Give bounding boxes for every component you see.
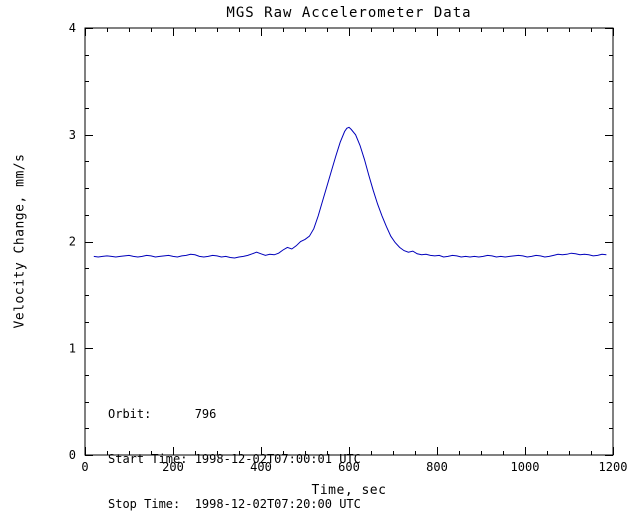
annotation-orbit: Orbit: 796 [108,407,217,421]
y-tick-label: 3 [69,128,76,142]
x-tick-label: 0 [81,460,88,474]
annotation-start-time: Start Time: 1998-12-02T07:00:01 UTC [108,452,361,466]
annotations-block: Orbit: 796 Start Time: 1998-12-02T07:00:… [108,377,361,512]
x-tick-label: 800 [426,460,448,474]
x-tick-label: 200 [162,460,184,474]
y-tick-label: 0 [69,448,76,462]
y-tick-label: 2 [69,235,76,249]
data-line [93,126,607,259]
x-tick-label: 400 [250,460,272,474]
x-tick-label: 600 [338,460,360,474]
data-series-group [93,126,607,259]
y-tick-label: 1 [69,341,76,355]
x-axis-label: Time, sec [311,483,387,498]
axes-group [84,27,614,456]
tick-labels-group: 0 200 400 600 800 1000 1200 0 1 2 3 4 [69,21,628,474]
chart-title: MGS Raw Accelerometer Data [226,5,472,21]
y-tick-label: 4 [69,21,76,35]
x-tick-label: 1000 [511,460,540,474]
annotation-stop-time: Stop Time: 1998-12-02T07:20:00 UTC [108,497,361,511]
y-axis-label: Velocity Change, mm/s [12,153,28,329]
x-tick-label: 1200 [599,460,628,474]
